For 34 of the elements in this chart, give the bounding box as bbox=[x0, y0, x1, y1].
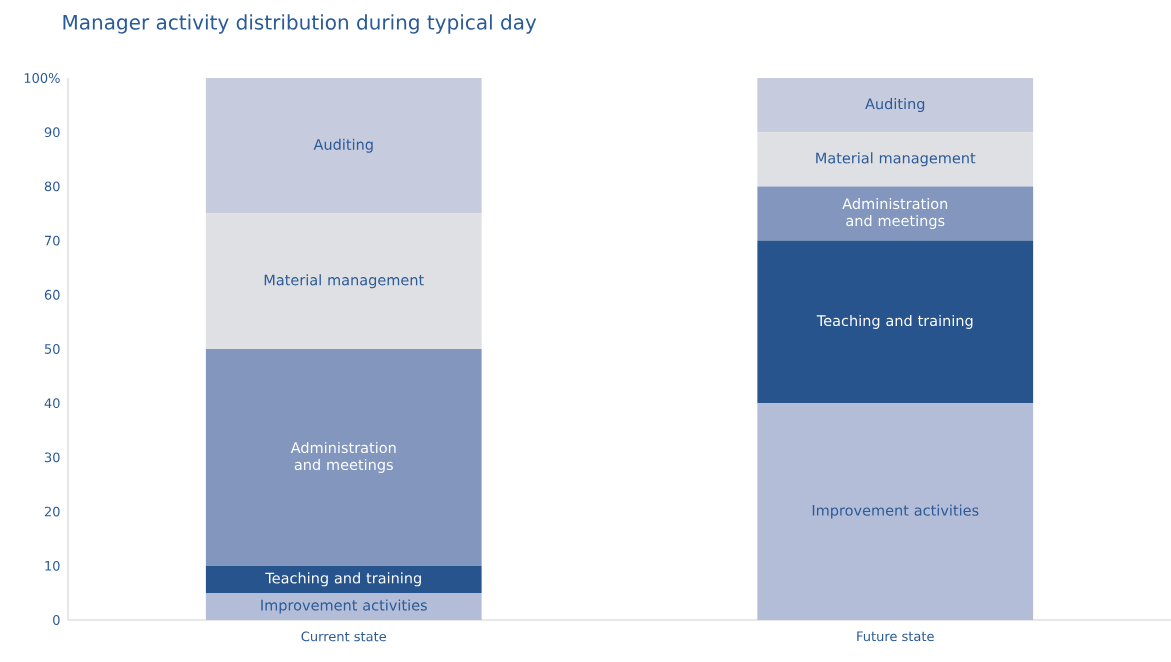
y-tick-label: 10 bbox=[45, 560, 60, 571]
y-tick-label: 70 bbox=[45, 235, 60, 246]
text: Teaching and training bbox=[816, 314, 973, 329]
y-tick-label: 0 bbox=[53, 615, 60, 625]
bar bbox=[757, 132, 1034, 187]
y-tick-label: 30 bbox=[44, 452, 60, 463]
text: Improvement activities bbox=[812, 504, 979, 519]
y-tick-label: 50 bbox=[44, 344, 60, 354]
chart-title: Manager activity distribution during typical day bbox=[63, 14, 537, 34]
bar bbox=[757, 77, 1034, 133]
bar bbox=[205, 565, 482, 593]
y-tick-label: 60 bbox=[44, 289, 60, 300]
bar bbox=[757, 240, 1034, 404]
x-tick-label: Current state bbox=[301, 631, 386, 642]
series-label: Administration and meetings bbox=[842, 197, 948, 230]
text: Administration and meetings bbox=[290, 441, 396, 473]
bar bbox=[205, 77, 482, 214]
text: Material management bbox=[264, 274, 424, 289]
x-tick-label: Future state bbox=[857, 631, 934, 642]
series-label: Teaching and training bbox=[265, 572, 421, 587]
y-tick-label: 100% bbox=[24, 73, 60, 83]
series-label: Auditing bbox=[865, 98, 925, 113]
bar bbox=[205, 349, 482, 566]
y-tick-label: 40 bbox=[44, 398, 60, 409]
y-tick-label: 90 bbox=[44, 127, 60, 138]
text: Auditing bbox=[313, 138, 373, 153]
bar bbox=[205, 213, 482, 349]
bar bbox=[205, 592, 482, 620]
series-label: Improvement activities bbox=[261, 599, 427, 614]
bar bbox=[757, 186, 1034, 241]
series-label: Material management bbox=[816, 152, 976, 167]
bar bbox=[757, 403, 1034, 620]
y-tick-label: 80 bbox=[44, 181, 60, 192]
y-tick-label: 20 bbox=[44, 506, 60, 517]
